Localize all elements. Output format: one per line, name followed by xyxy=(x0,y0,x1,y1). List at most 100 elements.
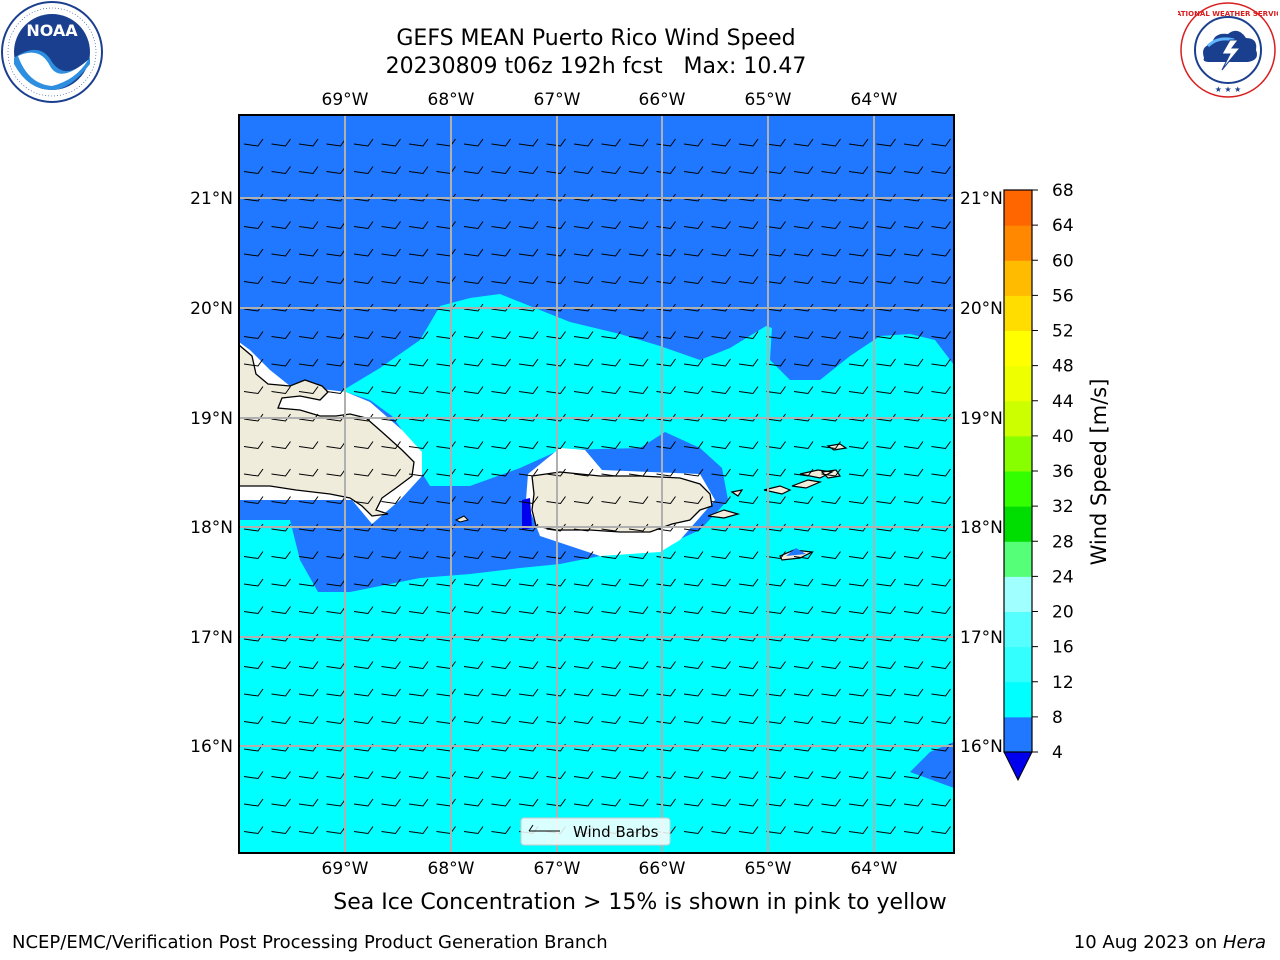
map-legend: Wind Barbs xyxy=(520,817,671,846)
wind-barb xyxy=(573,661,594,670)
wind-barb xyxy=(408,358,429,367)
wind-barb xyxy=(298,716,319,725)
wind-barb xyxy=(711,166,731,175)
colorbar: 68 64 60 56 52 48 44 40 36 32 28 24 20 16 12 8 4 xyxy=(1003,181,1074,782)
wind-barb xyxy=(601,441,621,450)
wind-barb xyxy=(463,276,484,285)
wind-barb xyxy=(518,413,539,422)
wind-barb xyxy=(326,303,346,312)
wind-barb xyxy=(931,193,951,202)
wind-barb xyxy=(463,798,484,807)
wind-barb xyxy=(931,688,951,697)
wind-barb xyxy=(848,303,869,312)
wind-barb xyxy=(381,193,401,202)
wind-barb xyxy=(628,276,649,285)
wind-barb xyxy=(546,221,566,230)
wind-barb xyxy=(821,606,841,615)
wind-barb xyxy=(353,771,374,780)
wind-barb xyxy=(683,358,704,367)
footer-org: NCEP/EMC/Verification Post Processing Pr… xyxy=(12,932,608,953)
wind-barb xyxy=(738,166,759,175)
wind-barb xyxy=(766,551,786,560)
wind-barb xyxy=(298,578,319,587)
wind-barb xyxy=(573,303,594,312)
wind-barb xyxy=(848,826,869,835)
wind-barb xyxy=(876,441,896,450)
wind-barb xyxy=(271,331,291,340)
wind-barb xyxy=(463,551,484,560)
wind-barb xyxy=(628,166,649,175)
wind-barb xyxy=(271,771,291,780)
wind-barb xyxy=(738,716,759,725)
colorbar-extend xyxy=(1003,751,1033,782)
colorbar-segment xyxy=(1004,295,1032,331)
wind-barb xyxy=(298,138,319,147)
wind-barb xyxy=(683,578,704,587)
wind-barb xyxy=(573,578,594,587)
lon-tick-top: 64°W xyxy=(851,90,898,110)
wind-barb xyxy=(766,441,786,450)
wind-barb xyxy=(711,386,731,395)
wind-barb xyxy=(546,716,566,725)
wind-barb xyxy=(903,331,924,340)
wind-barb xyxy=(243,688,264,697)
lon-tick-bottom: 64°W xyxy=(851,859,898,879)
wind-barb xyxy=(491,798,511,807)
wind-barb xyxy=(738,441,759,450)
wind-barb xyxy=(848,578,869,587)
wind-barb xyxy=(903,303,924,312)
colorbar-segment xyxy=(1004,225,1032,261)
wind-barb xyxy=(298,468,319,477)
colorbar-segment xyxy=(1004,681,1032,718)
wind-barb xyxy=(766,771,786,780)
wind-barb xyxy=(326,221,346,230)
wind-barb xyxy=(683,551,704,560)
wind-barb xyxy=(271,413,291,422)
nws-logo: NATIONAL WEATHER SERVICE ★ ★ ★ xyxy=(1178,2,1278,98)
wind-barb xyxy=(766,221,786,230)
wind-barb xyxy=(876,496,896,505)
wind-barb xyxy=(738,138,759,147)
wind-barb xyxy=(683,386,704,395)
wind-barb xyxy=(738,248,759,257)
wind-barb xyxy=(546,771,566,780)
wind-barb xyxy=(381,413,401,422)
wind-barb xyxy=(243,303,264,312)
wind-barb xyxy=(298,386,319,395)
wind-barb xyxy=(271,138,291,147)
wind-barb xyxy=(821,441,841,450)
wind-barb xyxy=(711,413,731,422)
wind-barb xyxy=(408,276,429,285)
wind-barb xyxy=(931,661,951,670)
wind-barb xyxy=(298,551,319,560)
wind-barb xyxy=(491,358,511,367)
lat-tick-right: 19°N xyxy=(960,409,1003,429)
wind-barb xyxy=(683,798,704,807)
wind-barb xyxy=(573,386,594,395)
wind-barb xyxy=(573,496,594,505)
wind-barb xyxy=(353,716,374,725)
wind-barb xyxy=(848,386,869,395)
lat-tick-left: 19°N xyxy=(190,409,233,429)
wind-barb xyxy=(903,358,924,367)
wind-barb xyxy=(573,331,594,340)
nws-logo-text: NATIONAL WEATHER SERVICE xyxy=(1178,10,1278,18)
wind-barb xyxy=(683,771,704,780)
wind-barb xyxy=(601,496,621,505)
colorbar-segment xyxy=(1004,400,1032,437)
wind-barb xyxy=(546,578,566,587)
wind-barb xyxy=(408,221,429,230)
wind-barb xyxy=(353,193,374,202)
wind-barb xyxy=(243,826,264,835)
wind-barb xyxy=(546,661,566,670)
wind-barb xyxy=(628,386,649,395)
wind-barb xyxy=(491,468,511,477)
wind-barb xyxy=(738,331,759,340)
wind-barb xyxy=(876,661,896,670)
wind-barb xyxy=(353,826,374,835)
wind-barb xyxy=(491,771,511,780)
wind-barb xyxy=(711,138,731,147)
colorbar-tick-label: 60 xyxy=(1052,251,1074,271)
wind-barb xyxy=(326,661,346,670)
